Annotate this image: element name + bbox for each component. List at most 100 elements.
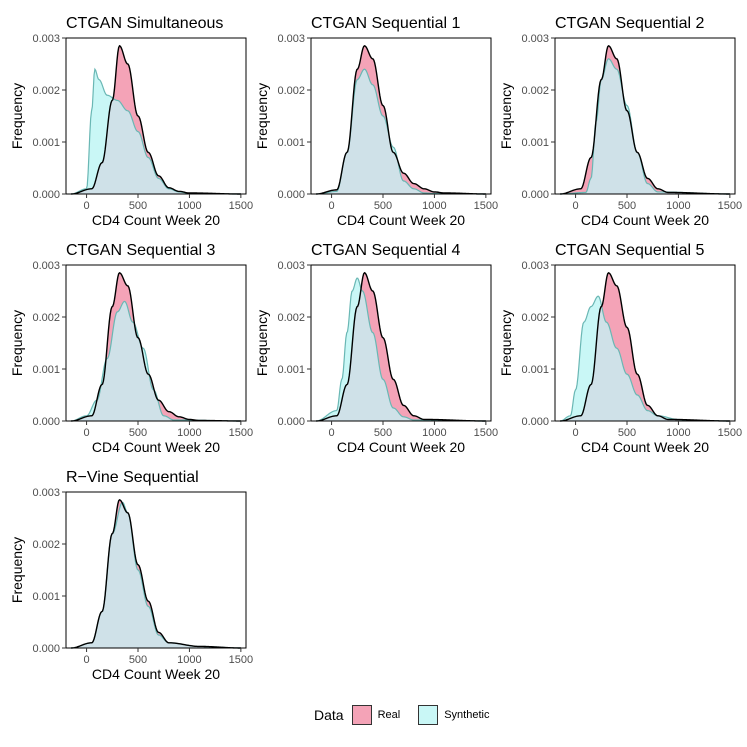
y-axis-label: Frequency bbox=[498, 83, 514, 149]
panel-4: CTGAN Sequential 3 0.000 0.001 0.002 0.003 0 5… bbox=[9, 242, 253, 455]
x-tick-label: 1000 bbox=[422, 427, 446, 439]
y-axis-label: Frequency bbox=[254, 310, 270, 376]
x-tick-label: 1500 bbox=[474, 200, 498, 212]
y-tick-label: 0.000 bbox=[521, 416, 549, 428]
real-density-line bbox=[560, 271, 730, 422]
x-tick-label: 1500 bbox=[229, 200, 253, 212]
y-tick-label: 0.001 bbox=[521, 137, 549, 149]
x-tick-label: 1500 bbox=[718, 200, 742, 212]
y-tick-label: 0.001 bbox=[277, 364, 305, 376]
x-tick-label: 0 bbox=[84, 654, 90, 666]
y-tick-label: 0.000 bbox=[32, 189, 60, 201]
panel-title: CTGAN Sequential 4 bbox=[311, 242, 461, 259]
overlap-area bbox=[71, 98, 241, 194]
panel-5: CTGAN Sequential 4 0.000 0.001 0.002 0.003 0 5… bbox=[254, 242, 498, 455]
panel-title: R−Vine Sequential bbox=[66, 469, 199, 486]
real-density-line bbox=[71, 498, 241, 649]
legend-label-real: Real bbox=[377, 709, 401, 721]
x-tick-label: 500 bbox=[618, 427, 636, 439]
x-tick-label: 0 bbox=[84, 200, 90, 212]
plot-frame bbox=[554, 264, 736, 422]
plot-frame bbox=[65, 37, 247, 195]
x-axis-label: CD4 Count Week 20 bbox=[581, 212, 709, 228]
y-axis-label: Frequency bbox=[9, 83, 25, 149]
x-tick-label: 1000 bbox=[666, 200, 690, 212]
x-tick-label: 1500 bbox=[718, 427, 742, 439]
plot-frame bbox=[65, 264, 247, 422]
y-axis-label: Frequency bbox=[498, 310, 514, 376]
x-tick-label: 1500 bbox=[474, 427, 498, 439]
y-tick-label: 0.000 bbox=[277, 189, 305, 201]
x-tick-label: 1000 bbox=[177, 200, 201, 212]
x-axis-label: CD4 Count Week 20 bbox=[337, 439, 465, 455]
x-tick-label: 0 bbox=[329, 200, 335, 212]
real-density-line bbox=[560, 44, 730, 195]
panel-title: CTGAN Sequential 5 bbox=[555, 242, 705, 259]
y-axis-label: Frequency bbox=[9, 310, 25, 376]
y-axis-label: Frequency bbox=[9, 537, 25, 603]
x-tick-label: 0 bbox=[573, 200, 579, 212]
panel-title: CTGAN Simultaneous bbox=[66, 15, 223, 32]
real-density-line bbox=[316, 44, 486, 195]
panel-title: CTGAN Sequential 2 bbox=[555, 15, 705, 32]
x-tick-label: 0 bbox=[573, 427, 579, 439]
x-tick-label: 500 bbox=[374, 200, 392, 212]
y-tick-label: 0.002 bbox=[32, 312, 60, 324]
y-tick-label: 0.002 bbox=[32, 85, 60, 97]
overlap-area bbox=[316, 289, 486, 421]
panel-1: CTGAN Simultaneous 0.000 0.001 0.002 0.003 0 5… bbox=[9, 15, 253, 228]
x-tick-label: 0 bbox=[84, 427, 90, 439]
y-axis-label: Frequency bbox=[254, 83, 270, 149]
y-tick-label: 0.002 bbox=[277, 312, 305, 324]
panel-3: CTGAN Sequential 2 0.000 0.001 0.002 0.003 0 5… bbox=[498, 15, 742, 228]
y-tick-label: 0.003 bbox=[32, 33, 60, 45]
overlap-area bbox=[316, 69, 486, 194]
y-tick-label: 0.002 bbox=[32, 539, 60, 551]
panel-2: CTGAN Sequential 1 0.000 0.001 0.002 0.003 0 5… bbox=[254, 15, 498, 228]
x-tick-label: 1000 bbox=[177, 654, 201, 666]
x-tick-label: 1000 bbox=[177, 427, 201, 439]
y-tick-label: 0.002 bbox=[521, 312, 549, 324]
y-tick-label: 0.000 bbox=[32, 643, 60, 655]
x-axis-label: CD4 Count Week 20 bbox=[581, 439, 709, 455]
y-tick-label: 0.001 bbox=[32, 591, 60, 603]
plot-frame bbox=[310, 264, 492, 422]
overlap-area bbox=[560, 306, 730, 421]
x-tick-label: 500 bbox=[129, 427, 147, 439]
legend: Data Real Synthetic bbox=[314, 703, 507, 727]
overlap-area bbox=[71, 301, 241, 421]
x-axis-label: CD4 Count Week 20 bbox=[92, 212, 220, 228]
x-tick-label: 1500 bbox=[229, 427, 253, 439]
x-axis-label: CD4 Count Week 20 bbox=[92, 439, 220, 455]
y-tick-label: 0.001 bbox=[32, 137, 60, 149]
y-tick-label: 0.003 bbox=[521, 33, 549, 45]
plot-frame bbox=[310, 37, 492, 195]
real-density-line bbox=[71, 44, 241, 195]
x-tick-label: 500 bbox=[374, 427, 392, 439]
plot-frame bbox=[65, 491, 247, 649]
x-tick-label: 0 bbox=[329, 427, 335, 439]
y-tick-label: 0.001 bbox=[32, 364, 60, 376]
legend-key-synthetic bbox=[418, 705, 439, 725]
panel-title: CTGAN Sequential 3 bbox=[66, 242, 216, 259]
overlap-area bbox=[71, 502, 241, 648]
y-tick-label: 0.003 bbox=[32, 260, 60, 272]
panel-6: CTGAN Sequential 5 0.000 0.001 0.002 0.003 0 5… bbox=[498, 242, 742, 455]
y-tick-label: 0.003 bbox=[521, 260, 549, 272]
legend-label-synthetic: Synthetic bbox=[444, 709, 490, 721]
plot-frame bbox=[554, 37, 736, 195]
x-tick-label: 1000 bbox=[666, 427, 690, 439]
real-density-line bbox=[316, 271, 486, 422]
y-tick-label: 0.000 bbox=[277, 416, 305, 428]
panel-title: CTGAN Sequential 1 bbox=[311, 15, 461, 32]
y-tick-label: 0.002 bbox=[277, 85, 305, 97]
x-tick-label: 500 bbox=[129, 200, 147, 212]
panel-7: R−Vine Sequential 0.000 0.001 0.002 0.003 0 50… bbox=[9, 469, 253, 682]
x-tick-label: 500 bbox=[129, 654, 147, 666]
y-tick-label: 0.000 bbox=[32, 416, 60, 428]
x-axis-label: CD4 Count Week 20 bbox=[337, 212, 465, 228]
legend-title: Data bbox=[314, 707, 344, 723]
legend-key-real bbox=[351, 705, 372, 725]
y-tick-label: 0.003 bbox=[277, 33, 305, 45]
